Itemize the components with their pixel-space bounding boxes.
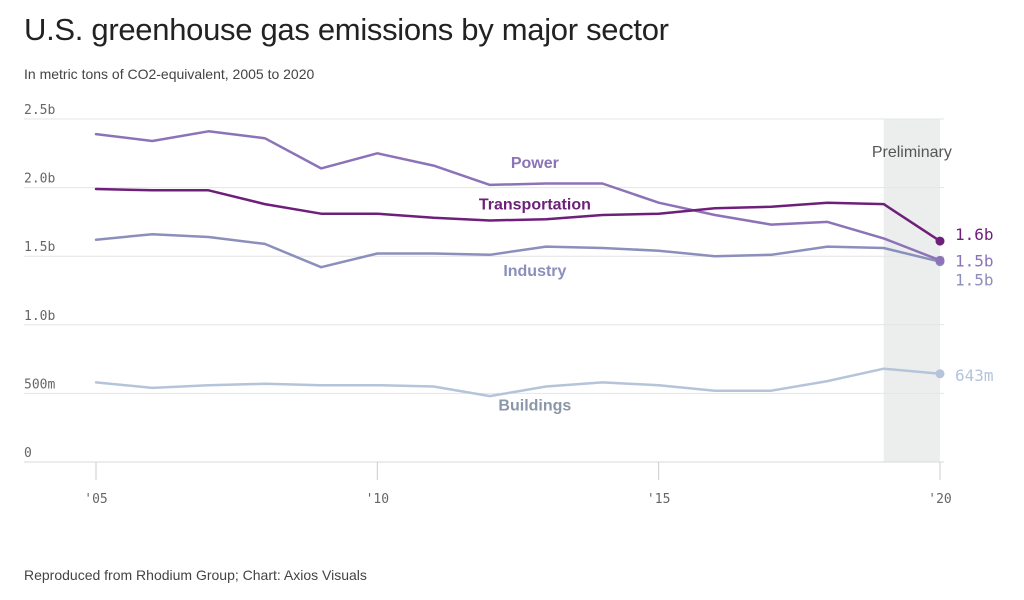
series-name-power: Power	[511, 155, 559, 172]
series-name-industry: Industry	[503, 263, 566, 280]
end-label-buildings: 643m	[955, 366, 994, 385]
x-tick-label: '05	[84, 492, 107, 507]
y-tick-label: 2.0b	[24, 172, 55, 187]
series-end-points	[935, 236, 945, 379]
preliminary-label: Preliminary	[872, 144, 952, 161]
series-line-power	[94, 130, 942, 262]
x-tick-label: '20	[928, 492, 951, 507]
x-tick-label: '10	[366, 492, 389, 507]
y-tick-label: 0	[24, 446, 32, 461]
preliminary-shade	[883, 119, 940, 462]
series-labels: 643m Buildings 1.5b Industry 1.5b Power 1.6b Tr…	[479, 155, 994, 415]
grid-lines	[24, 118, 944, 463]
preliminary-region: Preliminary	[872, 119, 952, 462]
end-label-industry: 1.5b	[955, 271, 994, 290]
y-axis-ticks: 0 500m 1.0b 1.5b 2.0b 2.5b	[24, 103, 55, 461]
end-label-power: 1.5b	[955, 251, 994, 270]
data-point-buildings	[935, 369, 945, 379]
series-lines	[94, 130, 942, 398]
data-point-power	[935, 255, 945, 265]
y-tick-label: 1.0b	[24, 309, 55, 324]
chart-title: U.S. greenhouse gas emissions by major s…	[24, 12, 669, 47]
series-name-buildings: Buildings	[498, 397, 571, 414]
y-tick-label: 2.5b	[24, 103, 55, 118]
series-name-transportation: Transportation	[479, 196, 591, 213]
y-tick-label: 1.5b	[24, 240, 55, 255]
series-line-transportation	[94, 187, 942, 243]
data-point-transportation	[935, 236, 945, 246]
x-tick-label: '15	[647, 492, 670, 507]
series-line-industry	[94, 232, 942, 269]
chart-subtitle: In metric tons of CO2-equivalent, 2005 t…	[24, 66, 315, 82]
series-line-buildings	[94, 367, 942, 398]
end-label-transportation: 1.6b	[955, 225, 994, 244]
x-axis-ticks: '05 '10 '15 '20	[84, 462, 952, 507]
source-note: Reproduced from Rhodium Group; Chart: Ax…	[24, 567, 367, 583]
y-tick-label: 500m	[24, 377, 55, 392]
